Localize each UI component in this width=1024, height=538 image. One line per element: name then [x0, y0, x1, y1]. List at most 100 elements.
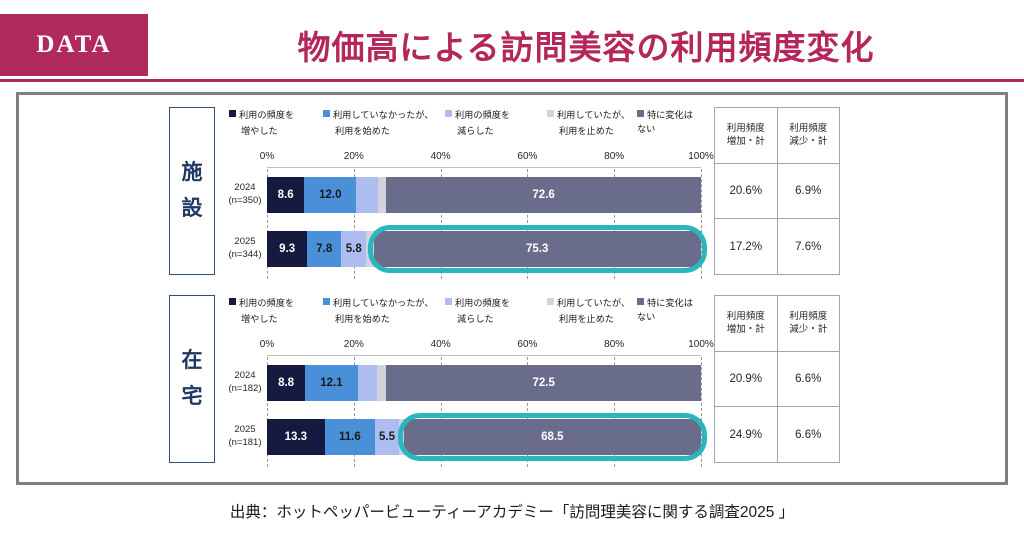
legend-label-line1: 利用の頻度を [239, 298, 295, 308]
legend-swatch-icon [445, 298, 452, 305]
bar-segment[interactable] [356, 177, 378, 213]
bar-segment[interactable]: 11.6 [324, 419, 376, 455]
bar-segment[interactable]: 12.1 [305, 365, 358, 401]
axis-tick-label: 100% [688, 339, 714, 350]
bar-segment[interactable]: 72.6 [386, 177, 701, 213]
bar-segment[interactable]: 13.3 [267, 419, 325, 455]
legend-label-line1: 利用の頻度を [455, 298, 511, 308]
bar-segment[interactable]: 68.5 [403, 419, 701, 455]
summary-column-header: 利用頻度 増加・計 [715, 296, 777, 351]
bar-row-n: (n=182) [228, 383, 262, 394]
chart-legend: 利用の頻度を 増やした 利用していなかったが、 利用を始めた 利用の頻度を 減らした 利用し… [227, 295, 701, 339]
bar-segment[interactable]: 5.8 [341, 231, 367, 267]
bar-row: 2024(n=350)4.92.08.612.072.6 [228, 177, 701, 213]
bar-row-year: 2024 [234, 370, 256, 382]
summary-column-header: 利用頻度 減少・計 [776, 108, 840, 163]
legend-label-line2: 増やした [241, 314, 278, 324]
bar-segment[interactable] [366, 231, 374, 267]
bar-segment[interactable]: 7.8 [307, 231, 342, 267]
bar-segment[interactable]: 75.3 [373, 231, 701, 267]
category-label-facility: 施設 [169, 107, 215, 275]
summary-table: 利用頻度 増加・計 利用頻度 減少・計 20.6% 6.9% 17.2% 7.6% [714, 107, 840, 275]
summary-increase-total: 24.9% [729, 428, 763, 441]
legend-item: 利用していたが、 利用を止めた [547, 295, 630, 325]
bar-row-n: (n=344) [228, 249, 262, 260]
data-logo-badge: DATA [0, 14, 148, 76]
bar-segment[interactable]: 12.0 [304, 177, 357, 213]
section-home: 在宅利用の頻度を 増やした 利用していなかったが、 利用を始めた 利用の頻度を 減らした利… [169, 295, 989, 475]
stacked-bar[interactable]: 8.6 12.0 72.6 [267, 177, 701, 213]
summary-header-line2: 減少・計 [789, 136, 828, 148]
stacked-bar[interactable]: 13.3 11.6 5.5 68.5 [267, 419, 701, 455]
summary-increase-total: 20.9% [729, 372, 763, 385]
gridline [267, 169, 268, 279]
legend-item: 利用の頻度を 増やした [229, 295, 294, 325]
gridline [701, 357, 702, 467]
summary-header-line1: 利用頻度 [789, 123, 828, 135]
bar-segment[interactable] [377, 177, 387, 213]
bar-row-year: 2025 [234, 236, 256, 248]
stacked-bar-plot: 2024(n=182)4.42.28.812.172.52025(n=181)1… [228, 357, 707, 475]
legend-item: 利用していなかったが、 利用を始めた [323, 107, 434, 137]
chart-plot-area: 利用の頻度を 増やした 利用していなかったが、 利用を始めた 利用の頻度を 減らした 利用し… [225, 107, 714, 287]
bar-segment[interactable]: 5.5 [375, 419, 399, 455]
legend-swatch-icon [323, 110, 330, 117]
gridline [701, 169, 702, 279]
stacked-bar[interactable]: 9.3 7.8 5.8 75.3 [267, 231, 701, 267]
bar-row-label: 2025 (n=344) [225, 236, 265, 262]
legend-item: 利用していたが、 利用を止めた [547, 107, 630, 137]
axis-tick-label: 60% [517, 339, 538, 350]
category-label-home: 在宅 [169, 295, 215, 463]
axis-tick-label: 80% [604, 339, 625, 350]
source-note: 出典：ホットペッパービューティーアカデミー「訪問理美容に関する調査2025 」 [229, 504, 795, 521]
section-facility: 施設利用の頻度を 増やした 利用していなかったが、 利用を始めた 利用の頻度を 減らした利… [169, 107, 989, 287]
axis-tick-label: 20% [343, 151, 364, 162]
bar-segment[interactable]: 8.8 [267, 365, 306, 401]
summary-header-line1: 利用頻度 [726, 311, 765, 323]
gridline [527, 357, 529, 467]
axis-tick-label: 40% [430, 339, 451, 350]
bar-segment[interactable] [357, 365, 377, 401]
legend-label-line1: 特に変化はない [637, 298, 693, 322]
axis-baseline [267, 167, 701, 168]
summary-column-header: 利用頻度 減少・計 [776, 296, 840, 351]
axis-tick-label: 0% [259, 339, 275, 350]
summary-header-line2: 増加・計 [726, 136, 765, 148]
summary-column-header: 利用頻度 増加・計 [715, 108, 777, 163]
chart-legend: 利用の頻度を 増やした 利用していなかったが、 利用を始めた 利用の頻度を 減らした 利用し… [227, 107, 701, 151]
summary-table-row: 20.6% 6.9% [715, 162, 839, 219]
legend-item: 利用の頻度を 減らした [445, 295, 510, 325]
gridline [614, 357, 616, 467]
summary-header-line2: 減少・計 [789, 324, 828, 336]
legend-swatch-icon [323, 298, 330, 305]
bar-row-label: 2025 (n=181) [225, 424, 265, 450]
gridline [353, 357, 355, 467]
legend-label-line1: 利用の頻度を [239, 110, 295, 120]
category-char: 宅 [181, 385, 203, 408]
bar-row-n: (n=181) [228, 437, 262, 448]
legend-item: 利用の頻度を 増やした [229, 107, 294, 137]
legend-label-line1: 利用の頻度を [455, 110, 511, 120]
bar-row-year: 2024 [234, 182, 256, 194]
summary-header-line1: 利用頻度 [789, 311, 828, 323]
bar-row-label: 2024 (n=182) [225, 370, 265, 396]
legend-label-line1: 利用していたが、 [557, 298, 631, 308]
stacked-bar[interactable]: 8.8 12.1 72.5 [267, 365, 701, 401]
x-axis: 0% 20% 40% 60% 80% 100% [227, 339, 714, 356]
bar-segment[interactable] [376, 365, 387, 401]
page-title: 物価高による訪問美容の利用頻度変化 [297, 29, 875, 66]
summary-table-row: 20.9% 6.6% [715, 350, 839, 407]
summary-header-row: 利用頻度 増加・計 利用頻度 減少・計 [715, 296, 839, 351]
legend-item: 特に変化はない [637, 295, 701, 323]
bar-row-n: (n=350) [228, 195, 262, 206]
gridline [353, 169, 355, 279]
summary-increase-total: 20.6% [729, 184, 763, 197]
bar-segment[interactable]: 72.5 [386, 365, 701, 401]
header-divider [0, 79, 1024, 82]
summary-decrease-total: 7.6% [776, 219, 840, 275]
chart-plot-area: 利用の頻度を 増やした 利用していなかったが、 利用を始めた 利用の頻度を 減らした 利用し… [227, 295, 714, 475]
bar-segment[interactable]: 8.6 [267, 177, 305, 213]
bar-row: 2024(n=182)4.42.28.812.172.5 [228, 365, 701, 401]
bar-segment[interactable]: 9.3 [267, 231, 308, 267]
axis-tick-label: 20% [343, 339, 364, 350]
